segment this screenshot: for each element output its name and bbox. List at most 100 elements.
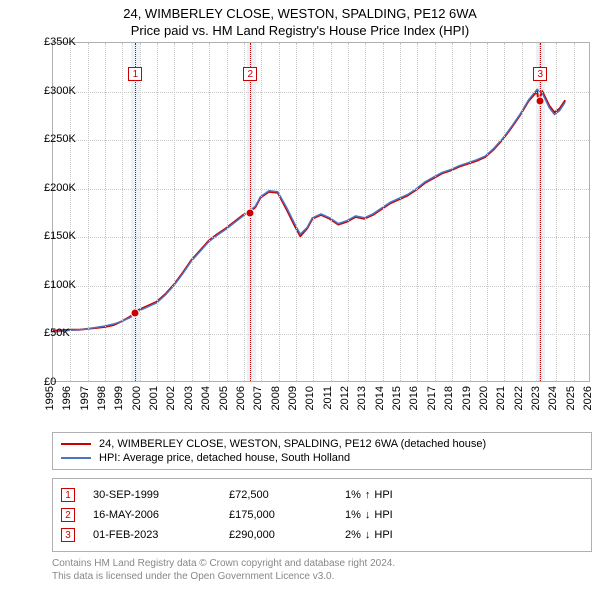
legend: 24, WIMBERLEY CLOSE, WESTON, SPALDING, P… xyxy=(52,432,592,470)
sale-point-dot xyxy=(246,209,255,218)
legend-swatch xyxy=(61,457,91,459)
x-tick-label: 2019 xyxy=(461,386,473,410)
x-tick-label: 2001 xyxy=(148,386,160,410)
x-tick-label: 2013 xyxy=(356,386,368,410)
transaction-hpi-pct: 2% xyxy=(345,529,361,541)
transaction-row: 3 01-FEB-2023 £290,000 2% ↓HPI xyxy=(61,525,583,545)
transaction-date: 30-SEP-1999 xyxy=(93,489,223,501)
sale-marker-box: 1 xyxy=(128,67,142,81)
y-tick-label: £300K xyxy=(44,85,46,97)
gridline-vertical xyxy=(157,43,158,381)
x-tick-label: 2015 xyxy=(391,386,403,410)
gridline-vertical xyxy=(348,43,349,381)
transaction-row: 216-MAY-2006£175,0001%↓HPI xyxy=(61,505,583,525)
legend-swatch xyxy=(61,443,91,445)
gridline-vertical xyxy=(556,43,557,381)
transaction-date: 16-MAY-2006 xyxy=(93,509,223,521)
x-tick-label: 2023 xyxy=(530,386,542,410)
chart-title-subtitle: Price paid vs. HM Land Registry's House … xyxy=(0,21,600,42)
gridline-vertical xyxy=(522,43,523,381)
gridline-vertical xyxy=(174,43,175,381)
transaction-hpi-label: HPI xyxy=(374,489,392,501)
gridline-vertical xyxy=(470,43,471,381)
transaction-hpi-label: HPI xyxy=(374,529,392,541)
footer-attribution: Contains HM Land Registry data © Crown c… xyxy=(52,558,574,583)
footer-line-1: Contains HM Land Registry data © Crown c… xyxy=(52,558,574,571)
y-tick-label: £50K xyxy=(44,327,46,339)
transaction-id-box: 1 xyxy=(61,488,75,502)
x-tick-label: 2003 xyxy=(183,386,195,410)
gridline-vertical xyxy=(244,43,245,381)
x-tick-label: 2022 xyxy=(513,386,525,410)
y-tick-label: £200K xyxy=(44,182,46,194)
transaction-price: £290,000 xyxy=(229,529,339,541)
x-tick-label: 2007 xyxy=(252,386,264,410)
chart-area: 123 £0£50K£100K£150K£200K£250K£300K£350K… xyxy=(52,42,590,382)
gridline-vertical xyxy=(227,43,228,381)
gridline-horizontal xyxy=(53,92,589,93)
x-tick-label: 2005 xyxy=(218,386,230,410)
transaction-hpi: 1% ↓HPI xyxy=(345,509,393,521)
gridline-vertical xyxy=(279,43,280,381)
legend-item: HPI: Average price, detached house, Sout… xyxy=(61,451,583,465)
gridline-vertical xyxy=(88,43,89,381)
x-tick-label: 2020 xyxy=(478,386,490,410)
legend-item: 24, WIMBERLEY CLOSE, WESTON, SPALDING, P… xyxy=(61,437,583,451)
plot-region: 123 xyxy=(52,42,590,382)
arrow-down-icon: ↓ xyxy=(365,509,371,521)
x-tick-label: 2009 xyxy=(287,386,299,410)
x-tick-label: 2002 xyxy=(165,386,177,410)
x-tick-label: 2011 xyxy=(322,386,334,410)
x-tick-label: 2018 xyxy=(443,386,455,410)
arrow-up-icon: ↑ xyxy=(365,489,371,501)
gridline-vertical xyxy=(140,43,141,381)
sale-marker-box: 2 xyxy=(243,67,257,81)
y-tick-label: £250K xyxy=(44,133,46,145)
x-tick-label: 1999 xyxy=(113,386,125,410)
x-tick-label: 2006 xyxy=(235,386,247,410)
series-property xyxy=(53,91,565,330)
sale-point-dot xyxy=(131,308,140,317)
gridline-horizontal xyxy=(53,286,589,287)
x-tick-label: 1997 xyxy=(79,386,91,410)
transaction-hpi-pct: 1% xyxy=(345,509,361,521)
arrow-down-icon: ↓ xyxy=(365,529,371,541)
legend-label: 24, WIMBERLEY CLOSE, WESTON, SPALDING, P… xyxy=(99,438,486,450)
sale-point-dot xyxy=(536,97,545,106)
gridline-vertical xyxy=(452,43,453,381)
x-tick-label: 2024 xyxy=(547,386,559,410)
transaction-date: 01-FEB-2023 xyxy=(93,529,223,541)
x-tick-label: 2010 xyxy=(304,386,316,410)
sale-marker-line xyxy=(540,43,541,381)
transaction-price: £72,500 xyxy=(229,489,339,501)
gridline-vertical xyxy=(400,43,401,381)
chart-title-address: 24, WIMBERLEY CLOSE, WESTON, SPALDING, P… xyxy=(0,0,600,21)
gridline-vertical xyxy=(313,43,314,381)
gridline-horizontal xyxy=(53,189,589,190)
gridline-vertical xyxy=(417,43,418,381)
gridline-vertical xyxy=(487,43,488,381)
x-tick-label: 1996 xyxy=(61,386,73,410)
series-hpi xyxy=(53,89,565,331)
transaction-hpi-pct: 1% xyxy=(345,489,361,501)
transaction-hpi-label: HPI xyxy=(374,509,392,521)
x-tick-label: 2004 xyxy=(200,386,212,410)
gridline-vertical xyxy=(331,43,332,381)
gridline-vertical xyxy=(122,43,123,381)
gridline-vertical xyxy=(365,43,366,381)
transaction-hpi: 1% ↑HPI xyxy=(345,489,393,501)
x-tick-label: 2016 xyxy=(408,386,420,410)
gridline-vertical xyxy=(105,43,106,381)
y-tick-label: £350K xyxy=(44,36,46,48)
transaction-row: 1 30-SEP-1999 £72,500 1% ↑HPI xyxy=(61,485,583,505)
x-tick-label: 2008 xyxy=(270,386,282,410)
transaction-hpi: 2% ↓HPI xyxy=(345,529,393,541)
gridline-horizontal xyxy=(53,334,589,335)
transaction-id-box: 3 xyxy=(61,528,75,542)
transaction-id-box: 2 xyxy=(61,508,75,522)
x-tick-label: 2014 xyxy=(374,386,386,410)
line-series-svg xyxy=(53,43,589,381)
x-tick-label: 2021 xyxy=(495,386,507,410)
gridline-vertical xyxy=(192,43,193,381)
transactions-table: 130-SEP-1999£72,5001%↑HPI216-MAY-2006£17… xyxy=(52,478,592,552)
